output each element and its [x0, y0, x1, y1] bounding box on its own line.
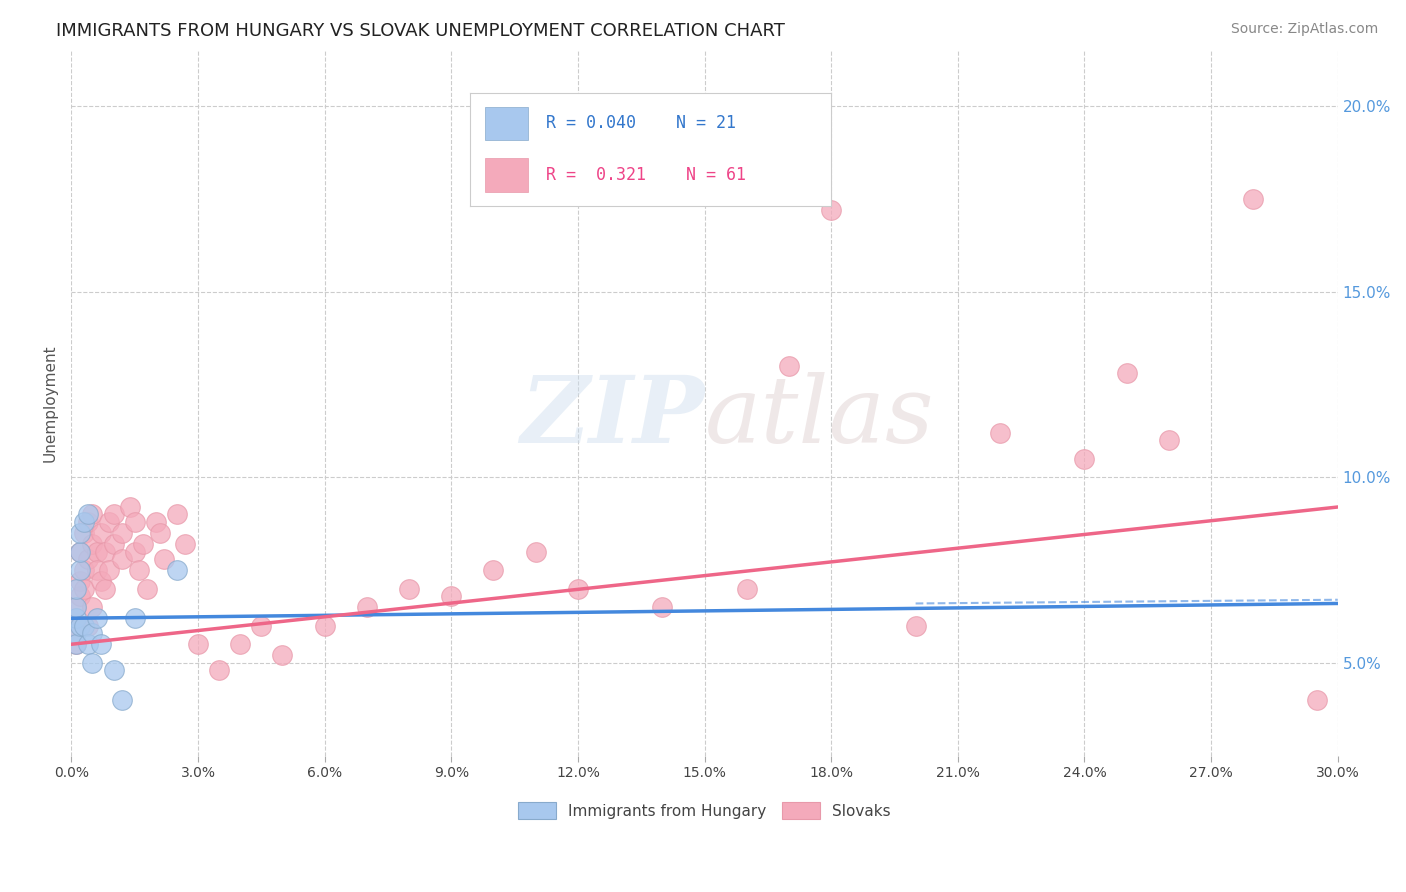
Point — [166, 508, 188, 522]
Point — [77, 515, 100, 529]
Point — [166, 563, 188, 577]
Point — [124, 515, 146, 529]
Point — [1305, 693, 1327, 707]
Point — [90, 526, 112, 541]
Point — [73, 563, 96, 577]
Point — [103, 537, 125, 551]
Point — [1115, 367, 1137, 381]
Point — [120, 500, 142, 514]
Point — [651, 600, 673, 615]
Point — [250, 618, 273, 632]
Point — [153, 552, 176, 566]
Point — [174, 537, 197, 551]
Point — [82, 626, 104, 640]
Point — [187, 637, 209, 651]
Point — [524, 544, 547, 558]
Point — [1073, 451, 1095, 466]
Point — [988, 425, 1011, 440]
Point — [73, 618, 96, 632]
Point — [65, 618, 87, 632]
Point — [440, 589, 463, 603]
Point — [77, 618, 100, 632]
Y-axis label: Unemployment: Unemployment — [44, 344, 58, 462]
Point — [69, 618, 91, 632]
Point — [136, 582, 159, 596]
Point — [778, 359, 800, 373]
Point — [86, 544, 108, 558]
Legend: Immigrants from Hungary, Slovaks: Immigrants from Hungary, Slovaks — [512, 796, 897, 825]
Point — [69, 526, 91, 541]
Point — [145, 515, 167, 529]
Point — [98, 563, 121, 577]
Point — [904, 618, 927, 632]
Point — [69, 544, 91, 558]
Point — [820, 203, 842, 218]
Text: atlas: atlas — [704, 372, 934, 462]
Point — [103, 663, 125, 677]
Point — [65, 637, 87, 651]
Point — [69, 563, 91, 577]
Point — [82, 537, 104, 551]
Point — [111, 693, 134, 707]
Point — [82, 656, 104, 670]
Point — [73, 526, 96, 541]
Point — [229, 637, 252, 651]
Point — [90, 574, 112, 589]
Point — [69, 589, 91, 603]
Point — [94, 582, 117, 596]
Point — [65, 600, 87, 615]
Point — [398, 582, 420, 596]
Point — [1157, 434, 1180, 448]
Point — [98, 515, 121, 529]
Point — [271, 648, 294, 663]
Point — [73, 582, 96, 596]
Point — [128, 563, 150, 577]
Point — [124, 611, 146, 625]
Point — [82, 600, 104, 615]
Point — [65, 611, 87, 625]
Point — [86, 611, 108, 625]
Point — [65, 626, 87, 640]
Point — [77, 552, 100, 566]
Text: IMMIGRANTS FROM HUNGARY VS SLOVAK UNEMPLOYMENT CORRELATION CHART: IMMIGRANTS FROM HUNGARY VS SLOVAK UNEMPL… — [56, 22, 785, 40]
Text: ZIP: ZIP — [520, 372, 704, 462]
Point — [94, 544, 117, 558]
Point — [356, 600, 378, 615]
Point — [90, 637, 112, 651]
Point — [314, 618, 336, 632]
Point — [111, 552, 134, 566]
Point — [69, 574, 91, 589]
Point — [65, 637, 87, 651]
Point — [124, 544, 146, 558]
Point — [69, 544, 91, 558]
Point — [86, 563, 108, 577]
Point — [132, 537, 155, 551]
Point — [73, 515, 96, 529]
Point — [65, 582, 87, 596]
Point — [208, 663, 231, 677]
Point — [77, 508, 100, 522]
Point — [482, 563, 505, 577]
Point — [65, 600, 87, 615]
Point — [111, 526, 134, 541]
Point — [1241, 192, 1264, 206]
Point — [149, 526, 172, 541]
Point — [103, 508, 125, 522]
Point — [77, 637, 100, 651]
Point — [735, 582, 758, 596]
Point — [82, 508, 104, 522]
Point — [567, 582, 589, 596]
Text: Source: ZipAtlas.com: Source: ZipAtlas.com — [1230, 22, 1378, 37]
